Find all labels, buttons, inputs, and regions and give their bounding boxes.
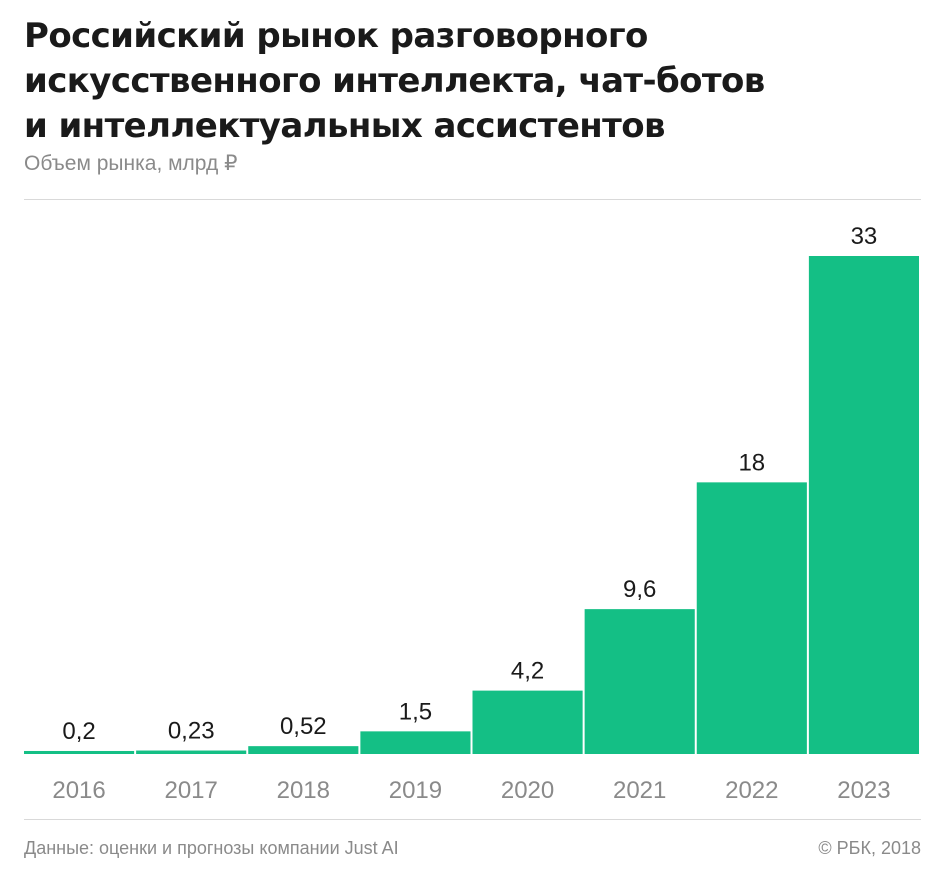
tick-label-2018: 2018 [277,777,330,804]
tick-label-2022: 2022 [725,777,778,804]
bar-2023 [808,256,920,754]
bar-2020 [472,690,583,754]
copyright-note: © РБК, 2018 [818,838,921,858]
tick-label-2017: 2017 [164,777,217,804]
top-divider [24,199,921,200]
chart-title-line-2: искусственного интеллекта, чат-ботов [24,61,765,101]
value-label-2018: 0,52 [280,713,327,740]
source-note: Данные: оценки и прогнозы компании Just … [24,838,399,858]
tick-label-2021: 2021 [613,777,666,804]
bottom-divider [24,819,921,820]
value-labels-group: 0,2 0,23 0,52 1,5 4,2 9,6 18 33 [62,223,877,745]
value-label-2022: 18 [738,449,765,476]
chart-title: Российский рынок разговорного искусствен… [24,14,924,149]
tick-label-2019: 2019 [389,777,442,804]
value-label-2016: 0,2 [62,718,95,745]
tick-label-2020: 2020 [501,777,554,804]
chart-title-line-1: Российский рынок разговорного [24,16,648,56]
value-label-2019: 1,5 [399,698,432,725]
tick-label-2016: 2016 [52,777,105,804]
bar-2019 [360,731,471,754]
value-label-2023: 33 [851,223,878,250]
bars-group [24,256,920,754]
value-label-2017: 0,23 [168,718,215,745]
bar-2021 [584,609,695,754]
chart-subtitle: Объем рынка, млрд ₽ [24,152,238,175]
value-label-2020: 4,2 [511,658,544,685]
bar-2017 [136,750,247,754]
tick-label-2023: 2023 [837,777,890,804]
bar-2022 [696,482,807,754]
bar-2018 [248,746,359,754]
chart-title-line-3: и интеллектуальных ассистентов [24,106,666,146]
bar-2016 [24,750,135,754]
tick-labels-group: 2016 2017 2018 2019 2020 2021 2022 2023 [52,777,890,804]
value-label-2021: 9,6 [623,576,656,603]
